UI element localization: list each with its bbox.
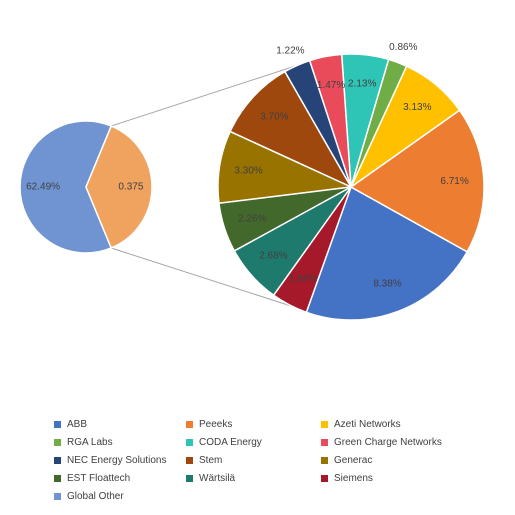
primary-pie [19, 120, 153, 254]
legend-item-peeeks: Peeeks [186, 418, 321, 431]
label-generac: 3.30% [234, 166, 262, 177]
legend-label: Green Charge Networks [334, 437, 442, 448]
slice-stem [229, 70, 353, 189]
legend-swatch [54, 457, 61, 464]
legend-item-coda-energy: CODA Energy [186, 436, 321, 449]
legend-label: NEC Energy Solutions [67, 455, 167, 466]
legend-label: Stem [199, 455, 223, 466]
label-w-rtsil: 2.68% [259, 251, 287, 262]
legend-item-azeti-networks: Azeti Networks [321, 418, 471, 431]
legend-item-green-charge-networks: Green Charge Networks [321, 436, 471, 449]
legend-swatch [186, 475, 193, 482]
legend-label: Wärtsilä [199, 473, 236, 484]
slice-other-grouped [85, 125, 153, 249]
label-abb: 8.38% [373, 279, 401, 290]
legend-item-abb: ABB [54, 418, 186, 431]
label-est-floattech: 2.26% [238, 214, 266, 225]
legend-swatch [321, 475, 328, 482]
connector-line-bottom [111, 247, 292, 307]
label-siemens: 1.66% [289, 274, 317, 285]
legend-label: RGA Labs [67, 437, 113, 448]
legend-swatch [54, 493, 61, 500]
legend-label: ABB [67, 419, 88, 430]
legend-label: Azeti Networks [334, 419, 401, 430]
legend-swatch [321, 439, 328, 446]
legend-swatch [321, 421, 328, 428]
legend-swatch [54, 439, 61, 446]
legend-label: Peeeks [199, 419, 233, 430]
secondary-pie [217, 53, 485, 321]
legend-item-generac: Generac [321, 454, 471, 467]
legend-item-est-floattech: EST Floattech [54, 472, 186, 485]
legend-swatch [186, 439, 193, 446]
legend-swatch [54, 475, 61, 482]
label-global-other: 62.49% [26, 182, 60, 193]
slice-siemens [272, 186, 352, 314]
label-peeeks: 6.71% [440, 176, 468, 187]
legend-item-w-rtsil: Wärtsilä [186, 472, 321, 485]
connector-line-top [111, 56, 324, 127]
legend-swatch [186, 421, 193, 428]
label-green-charge-networks: 1.47% [317, 80, 345, 91]
label-other-grouped: 0.375 [118, 182, 143, 193]
label-azeti-networks: 3.13% [403, 102, 431, 113]
chart-legend: ABB Peeeks Azeti Networks RGA Labs CODA Ener… [54, 418, 474, 503]
legend-label: Siemens [334, 473, 373, 484]
legend-swatch [186, 457, 193, 464]
legend-swatch [54, 421, 61, 428]
slice-peeeks [349, 109, 485, 253]
legend-item-siemens: Siemens [321, 472, 471, 485]
legend-label: Generac [334, 455, 373, 466]
legend-label: EST Floattech [67, 473, 131, 484]
label-rga-labs: 0.86% [389, 42, 417, 53]
legend-label: CODA Energy [199, 437, 262, 448]
legend-item-global-other: Global Other [54, 490, 186, 503]
legend-item-nec-energy-solutions: NEC Energy Solutions [54, 454, 186, 467]
connector-lines [111, 56, 324, 307]
label-coda-energy: 2.13% [348, 79, 376, 90]
pie-of-pie-chart: 62.49% 0.375 8.38% 6.71% 3.13% 0.86% 2.13%1.47… [19, 42, 485, 321]
label-stem: 3.70% [260, 112, 288, 123]
data-labels: 62.49% 0.375 8.38% 6.71% 3.13% 0.86% 2.13%1.47… [26, 42, 469, 290]
slice-global-other [19, 120, 113, 254]
legend-label: Global Other [67, 491, 124, 502]
slice-abb [305, 185, 469, 321]
legend-swatch [321, 457, 328, 464]
legend-item-stem: Stem [186, 454, 321, 467]
label-nec-energy-solutions: 1.22% [276, 46, 304, 57]
legend-item-rga-labs: RGA Labs [54, 436, 186, 449]
